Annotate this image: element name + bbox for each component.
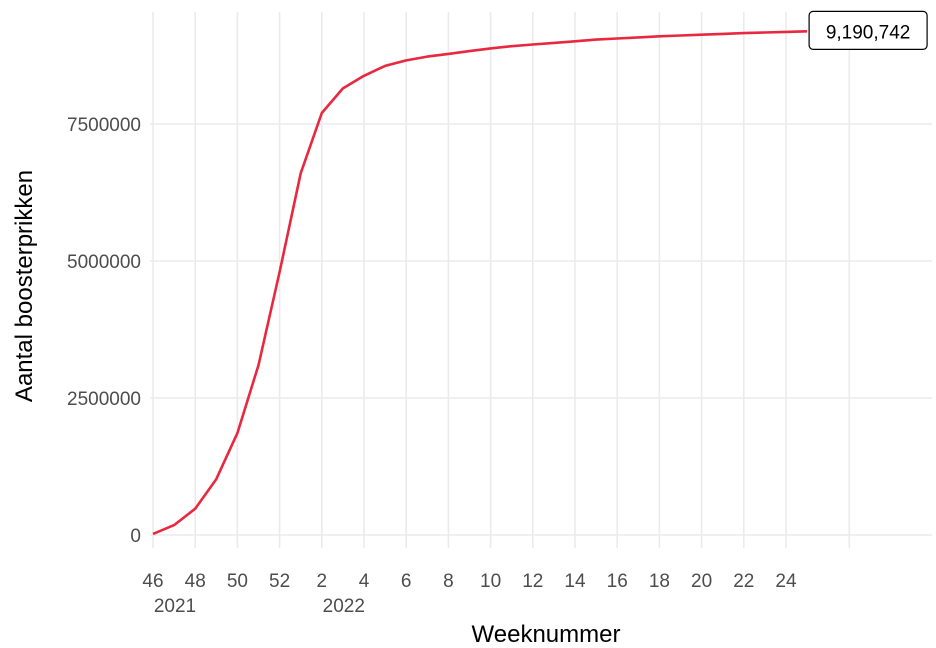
vertical-gridlines: [152, 12, 851, 548]
y-tick-label: 2500000: [67, 389, 141, 410]
booster-series-line: [152, 30, 808, 536]
horizontal-gridlines: [150, 123, 932, 536]
x-tick-label: 4: [359, 571, 370, 592]
x-tick-label: 12: [522, 571, 543, 592]
x-tick-label: 46: [142, 571, 163, 592]
x-year-label: 2021: [154, 596, 196, 617]
x-tick-label: 14: [564, 571, 586, 592]
x-tick-label: 10: [480, 571, 501, 592]
x-tick-label: 20: [691, 571, 712, 592]
x-tick-label: 24: [775, 571, 797, 592]
x-tick-label: 18: [649, 571, 670, 592]
x-axis-tick-labels: 46 48 50 52 2 4 6 8 10 12 14 16 18 20 22 24: [142, 571, 797, 592]
x-tick-label: 48: [185, 571, 206, 592]
x-tick-label: 8: [443, 571, 454, 592]
x-axis-year-labels: 2021 2022: [154, 596, 365, 617]
end-value-label-text: 9,190,742: [826, 22, 911, 43]
x-tick-label: 22: [733, 571, 754, 592]
x-axis-title: Weeknummer: [472, 621, 621, 648]
end-value-label: 9,190,742: [808, 10, 928, 50]
y-tick-label: 0: [130, 526, 141, 547]
y-axis-tick-labels: 0 2500000 5000000 7500000: [67, 115, 141, 547]
x-year-label: 2022: [323, 596, 365, 617]
y-axis-title: Aantal boosterprikken: [11, 170, 38, 402]
y-tick-label: 5000000: [67, 252, 141, 273]
x-tick-label: 2: [317, 571, 328, 592]
x-tick-label: 6: [401, 571, 412, 592]
x-tick-label: 16: [607, 571, 628, 592]
end-value-label-box: [808, 10, 928, 50]
y-tick-label: 7500000: [67, 115, 141, 136]
x-tick-label: 52: [269, 571, 290, 592]
x-tick-label: 50: [227, 571, 248, 592]
